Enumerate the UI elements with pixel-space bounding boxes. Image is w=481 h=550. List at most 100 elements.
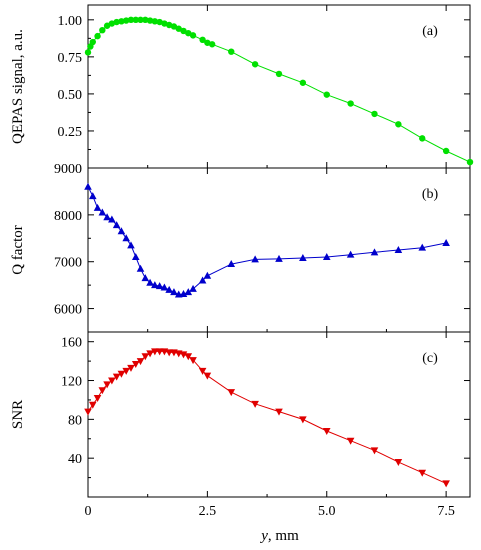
- data-point: [112, 221, 121, 229]
- data-point: [175, 25, 182, 32]
- y-axis-label: QEPAS signal, a.u.: [10, 29, 26, 144]
- y-tick-label: 0.75: [58, 51, 83, 66]
- data-point: [189, 32, 197, 39]
- data-point: [84, 49, 92, 56]
- data-point: [227, 260, 236, 268]
- data-point: [419, 135, 426, 142]
- y-tick-label: 120: [61, 375, 82, 390]
- data-point: [94, 32, 101, 40]
- data-point: [418, 469, 427, 477]
- data-point: [141, 274, 150, 282]
- data-point: [203, 271, 212, 279]
- data-point: [322, 253, 331, 261]
- data-point: [146, 17, 154, 24]
- x-tick-label: 0: [85, 504, 92, 519]
- y-tick-label: 0.50: [58, 88, 83, 103]
- data-point: [146, 350, 154, 358]
- data-point: [347, 100, 354, 107]
- plot-frame: [87, 167, 471, 333]
- data-point: [466, 158, 474, 166]
- y-axis-label: Q factor: [10, 225, 26, 275]
- data-point: [275, 70, 283, 78]
- data-point: [208, 41, 216, 48]
- data-point: [170, 23, 178, 30]
- series-line: [87, 186, 447, 296]
- data-point: [127, 364, 135, 372]
- data-point: [98, 387, 107, 395]
- data-point: [89, 38, 96, 46]
- data-point: [371, 110, 378, 118]
- data-point: [299, 79, 307, 86]
- data-point: [251, 61, 259, 68]
- data-point: [227, 389, 236, 397]
- data-point: [103, 213, 111, 221]
- data-point: [179, 351, 188, 359]
- data-point: [442, 238, 450, 246]
- data-point: [131, 253, 140, 261]
- data-point: [179, 290, 188, 298]
- data-point: [395, 121, 402, 128]
- data-point: [142, 16, 149, 24]
- data-point: [112, 373, 121, 381]
- y-tick-label: 160: [61, 336, 82, 351]
- data-point: [370, 447, 379, 455]
- data-point: [88, 192, 97, 200]
- data-point: [137, 16, 144, 24]
- data-point: [93, 203, 102, 211]
- x-axis-label-variable: y: [259, 528, 268, 544]
- data-point: [184, 353, 193, 361]
- data-point: [165, 349, 173, 357]
- data-point: [185, 29, 192, 37]
- data-point: [108, 377, 116, 385]
- data-point: [180, 27, 187, 35]
- data-point: [108, 215, 116, 223]
- data-point: [189, 357, 197, 365]
- data-point: [103, 22, 111, 29]
- series-line: [87, 350, 447, 484]
- data-point: [165, 285, 173, 293]
- data-point: [151, 348, 159, 356]
- data-point: [122, 367, 130, 375]
- data-point: [160, 283, 169, 291]
- data-point: [418, 243, 427, 251]
- data-point: [198, 276, 207, 284]
- data-point: [127, 241, 135, 249]
- data-point: [88, 401, 97, 409]
- data-point: [93, 395, 102, 402]
- panels: 0.25 0.50 0.75 1.00 QEPAS signal, a.u. (a) 900…: [10, 4, 474, 498]
- data-point: [117, 227, 126, 235]
- data-point: [151, 18, 159, 25]
- data-point: [118, 18, 125, 25]
- x-axis-label: y, mm: [259, 528, 299, 544]
- y-tick-label: 80: [68, 413, 82, 428]
- data-point: [322, 428, 331, 435]
- data-point: [228, 48, 235, 55]
- data-point: [394, 246, 403, 253]
- y-tick-label: 1.00: [58, 14, 83, 29]
- y-tick-label: 8000: [54, 209, 82, 224]
- data-point: [170, 288, 178, 296]
- panel-c: 40 80 120 160 SNR (c): [10, 331, 471, 498]
- data-point: [146, 278, 154, 286]
- plot-frame: [87, 4, 471, 169]
- data-point: [346, 437, 355, 445]
- data-point: [141, 353, 150, 361]
- y-axis-label: SNR: [10, 400, 26, 429]
- data-point: [203, 372, 212, 380]
- data-point: [199, 36, 206, 44]
- panel-boundary-tick-label: 9000: [54, 162, 82, 177]
- data-point: [136, 264, 145, 272]
- data-point: [251, 400, 259, 408]
- data-point: [394, 459, 403, 467]
- data-point: [151, 281, 159, 289]
- data-point: [98, 208, 107, 216]
- data-point: [442, 480, 450, 488]
- data-point: [84, 408, 92, 416]
- panel-b: 6000 7000 8000 Q factor (b): [10, 167, 471, 333]
- panel-a: 0.25 0.50 0.75 1.00 QEPAS signal, a.u. (a) 900…: [10, 4, 474, 177]
- data-point: [189, 284, 197, 292]
- data-point: [127, 16, 135, 24]
- data-point: [99, 26, 106, 34]
- y-tick-label: 6000: [54, 303, 82, 318]
